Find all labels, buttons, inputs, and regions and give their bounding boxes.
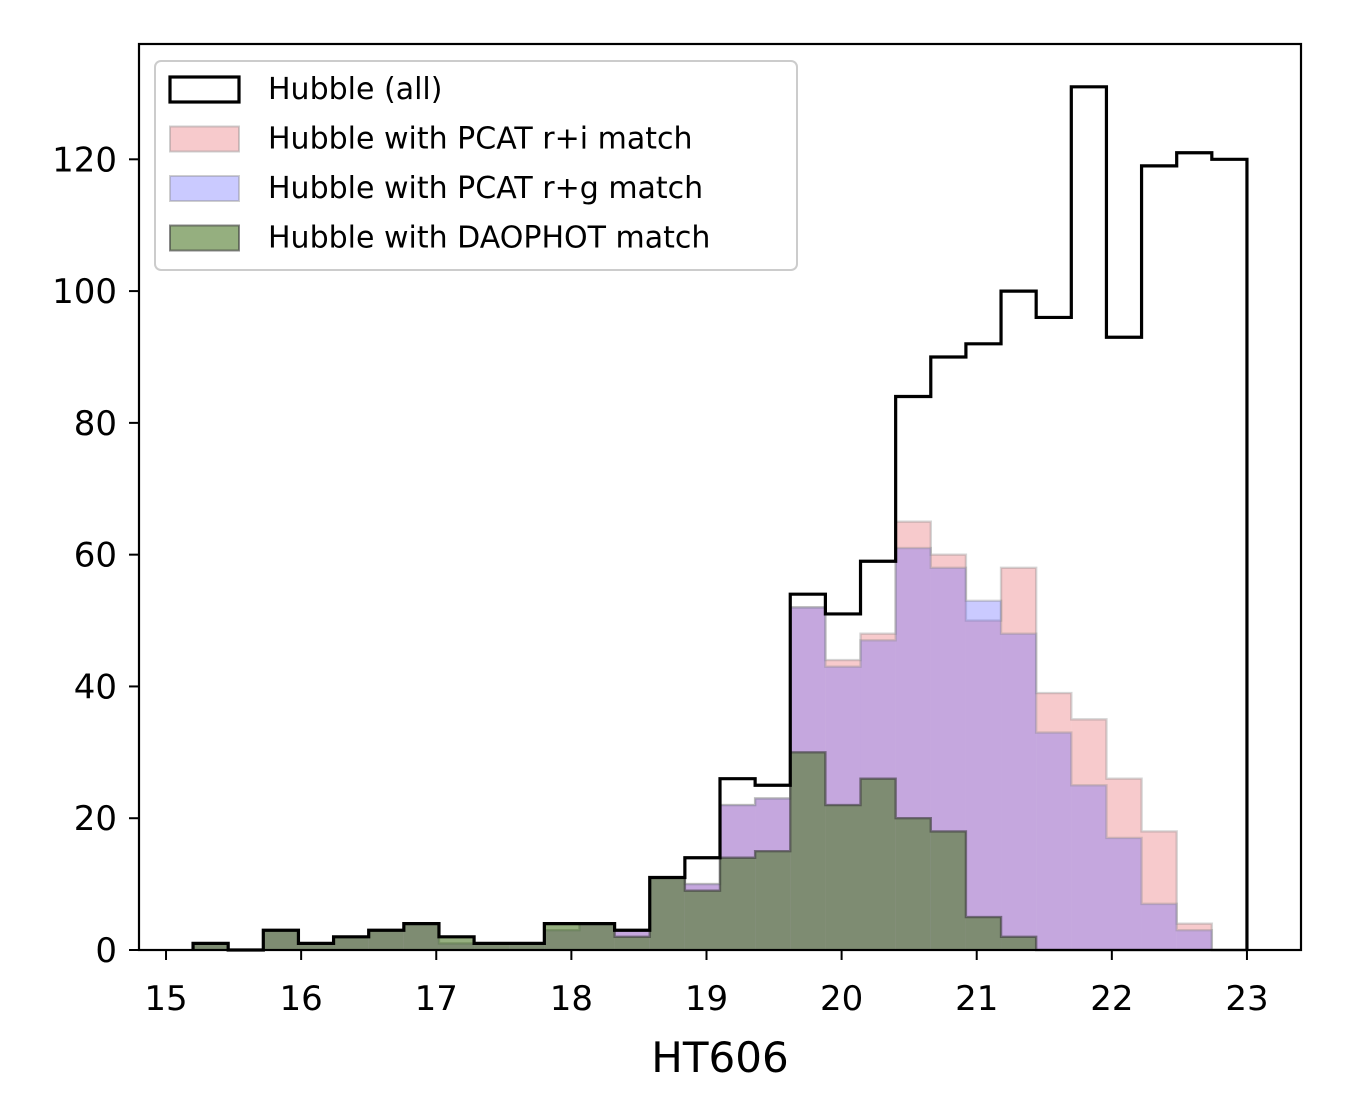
legend-box [154, 60, 798, 271]
legend-item: Hubble with DAOPHOT match [169, 221, 710, 256]
legend-item: Hubble with PCAT r+i match [169, 122, 692, 157]
bar [1071, 785, 1107, 950]
y-tick-label: 0 [95, 931, 117, 971]
x-tick-label: 22 [1090, 979, 1133, 1019]
bar [333, 936, 369, 950]
bar [860, 778, 896, 950]
x-tick-label: 20 [820, 979, 863, 1019]
bar [1141, 831, 1177, 950]
bar [720, 857, 756, 950]
bar [895, 818, 931, 950]
bar [193, 943, 229, 950]
legend-label: Hubble with PCAT r+g match [268, 171, 703, 206]
y-tick-label: 80 [74, 404, 117, 444]
bar [474, 943, 510, 950]
bar [544, 923, 580, 950]
series-hubble-all [191, 85, 1249, 952]
y-tick-label: 20 [74, 799, 117, 839]
bar [1141, 903, 1177, 950]
bar [263, 930, 299, 950]
x-axis-ticks: 15 16 17 18 19 20 21 22 23 [144, 950, 1269, 1019]
bar [1001, 633, 1037, 950]
legend-swatch [168, 75, 241, 104]
bar [965, 600, 1002, 950]
series-hubble-with-daophot-match [191, 751, 1247, 952]
bar [649, 877, 685, 950]
bar [1036, 693, 1072, 950]
legend-label: Hubble with PCAT r+i match [268, 122, 692, 157]
bar [438, 936, 475, 950]
x-tick-label: 18 [550, 979, 593, 1019]
plot-frame [137, 42, 1303, 952]
bar [825, 805, 861, 950]
legend: Hubble (all) Hubble with PCAT r+i match Hu… [154, 60, 798, 271]
bar [403, 923, 439, 950]
y-tick-label: 40 [74, 667, 117, 707]
bar [930, 831, 966, 950]
legend-label: Hubble (all) [268, 72, 442, 107]
legend-swatch [169, 175, 240, 202]
bar [614, 936, 650, 950]
y-tick-label: 120 [52, 140, 117, 180]
y-axis-ticks: 0 20 40 60 80 100 120 [52, 140, 139, 971]
bar [1071, 719, 1107, 950]
x-tick-label: 16 [280, 979, 323, 1019]
bar [1001, 936, 1037, 950]
bar [579, 923, 615, 950]
x-tick-label: 23 [1225, 979, 1268, 1019]
legend-swatch [169, 125, 240, 153]
bar [1106, 837, 1142, 950]
y-tick-label: 100 [52, 272, 117, 312]
bar [1001, 567, 1037, 950]
x-axis-label: HT606 [651, 1033, 788, 1082]
filled-histograms [191, 520, 1247, 952]
bar [790, 752, 826, 950]
bar [1176, 930, 1212, 950]
legend-item: Hubble (all) [168, 72, 442, 107]
y-tick-label: 60 [74, 536, 117, 576]
x-tick-label: 19 [685, 979, 728, 1019]
bar [755, 851, 791, 950]
x-tick-label: 17 [415, 979, 458, 1019]
bar [368, 930, 404, 950]
legend-label: Hubble with DAOPHOT match [268, 221, 710, 256]
x-tick-label: 21 [955, 979, 998, 1019]
bar [1106, 778, 1142, 950]
bar [1036, 732, 1072, 950]
legend-item: Hubble with PCAT r+g match [169, 171, 703, 206]
step-histograms [191, 85, 1249, 952]
bar [1176, 923, 1212, 950]
x-tick-label: 15 [144, 979, 187, 1019]
bar [965, 620, 1002, 950]
bar [298, 943, 334, 950]
bar [509, 943, 545, 950]
bar [965, 917, 1002, 950]
legend-swatch [169, 224, 240, 252]
bar [684, 890, 720, 950]
